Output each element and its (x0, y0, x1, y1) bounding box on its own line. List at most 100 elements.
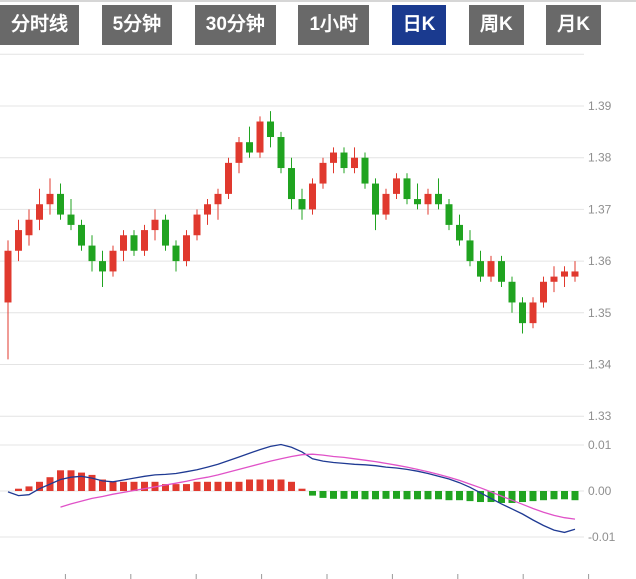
macd-histogram-bar (487, 491, 495, 503)
tab-daily-k[interactable]: 日K (391, 5, 447, 45)
macd-histogram-bar (288, 481, 295, 491)
macd-histogram-bar (204, 481, 211, 491)
candle (519, 297, 526, 334)
macd-histogram-bar (540, 491, 547, 501)
macd-histogram-bar (15, 488, 22, 491)
candle (477, 250, 484, 282)
candle (508, 276, 516, 313)
candle (330, 147, 337, 174)
tab-timeshare[interactable]: 分时线 (0, 5, 80, 45)
candle (109, 245, 117, 277)
macd-histogram-bar (519, 491, 526, 503)
candle (466, 230, 474, 267)
candle (340, 147, 348, 174)
candle (361, 152, 369, 189)
price-axis-label: 1.35 (588, 306, 612, 320)
macd-axis-label: -0.01 (588, 530, 616, 544)
macd-histogram-bar (267, 479, 274, 491)
candle (529, 297, 537, 329)
candle (246, 126, 253, 158)
candle (414, 183, 421, 210)
macd-histogram-bar (120, 481, 127, 491)
candle (561, 266, 568, 287)
candle (36, 188, 43, 231)
macd-histogram-bar (36, 481, 43, 491)
candle (78, 219, 85, 251)
macd-histogram-bar (225, 481, 232, 491)
price-axis-label: 1.38 (588, 151, 612, 165)
macd-histogram-bar (445, 491, 453, 501)
macd-histogram-bar (78, 472, 85, 491)
candle (172, 240, 180, 272)
candle (445, 199, 453, 231)
macd-histogram-bar (99, 479, 106, 491)
macd-histogram-bar (256, 479, 264, 491)
macd-histogram-bar (172, 484, 180, 491)
macd-histogram-bar (372, 491, 379, 500)
candle (319, 157, 327, 189)
macd-dea-line (60, 453, 576, 520)
candle (424, 188, 432, 215)
macd-histogram-bar (361, 491, 369, 500)
macd-histogram-bar (25, 486, 33, 491)
candle (193, 209, 201, 241)
macd-histogram-bar (414, 491, 421, 500)
macd-histogram-bar (529, 491, 537, 502)
candle (540, 276, 547, 308)
macd-histogram-bar (340, 491, 348, 499)
candle (256, 116, 264, 158)
macd-histogram-bar (435, 491, 442, 500)
candle (235, 137, 243, 174)
candle (351, 147, 358, 174)
macd-histogram-bar (235, 481, 243, 491)
tab-monthly-k[interactable]: 月K (546, 5, 601, 45)
candle (372, 178, 379, 231)
candle (456, 214, 463, 246)
candle (403, 173, 411, 205)
candle (57, 183, 64, 220)
macd-axis-label: 0.01 (588, 438, 612, 452)
macd-histogram-bar (330, 491, 337, 499)
candle (267, 111, 274, 148)
tab-weekly-k[interactable]: 周K (468, 5, 524, 45)
candle (498, 255, 505, 287)
price-axis-label: 1.39 (588, 99, 612, 113)
macd-histogram-bar (214, 481, 222, 491)
price-axis-label: 1.37 (588, 202, 612, 216)
candle (183, 230, 190, 267)
macd-histogram-bar (571, 491, 579, 501)
candle (214, 188, 222, 220)
macd-dif-line (7, 443, 576, 534)
candle (204, 199, 211, 225)
price-axis-label: 1.34 (588, 358, 612, 372)
candle (162, 214, 169, 251)
macd-histogram-bar (393, 491, 400, 499)
tab-1hour[interactable]: 1小时 (298, 5, 370, 45)
period-tabbar: 分时线 5分钟 30分钟 1小时 日K 周K 月K (0, 5, 601, 45)
tab-5min[interactable]: 5分钟 (101, 5, 173, 45)
candle (25, 209, 33, 246)
tab-30min[interactable]: 30分钟 (194, 5, 276, 45)
candle (298, 188, 306, 220)
macd-histogram-bar (424, 491, 432, 500)
candle (571, 261, 579, 282)
price-axis-label: 1.36 (588, 254, 612, 268)
macd-histogram-bar (141, 481, 148, 491)
macd-histogram-bar (466, 491, 474, 502)
macd-histogram-bar (403, 491, 411, 500)
macd-histogram-bar (456, 491, 463, 501)
macd-histogram-bar (130, 481, 138, 491)
candle (151, 209, 159, 241)
price-axis-label: 1.33 (588, 409, 612, 423)
candle (46, 178, 54, 215)
macd-histogram-bar (88, 474, 96, 491)
macd-axis-label: 0.00 (588, 484, 612, 498)
macd-histogram-bar (477, 491, 484, 503)
macd-histogram-bar (298, 488, 306, 491)
candle (88, 235, 96, 272)
candle (120, 230, 127, 262)
macd-histogram-bar (561, 491, 568, 500)
candle (487, 255, 495, 282)
macd-histogram-bar (109, 481, 117, 491)
